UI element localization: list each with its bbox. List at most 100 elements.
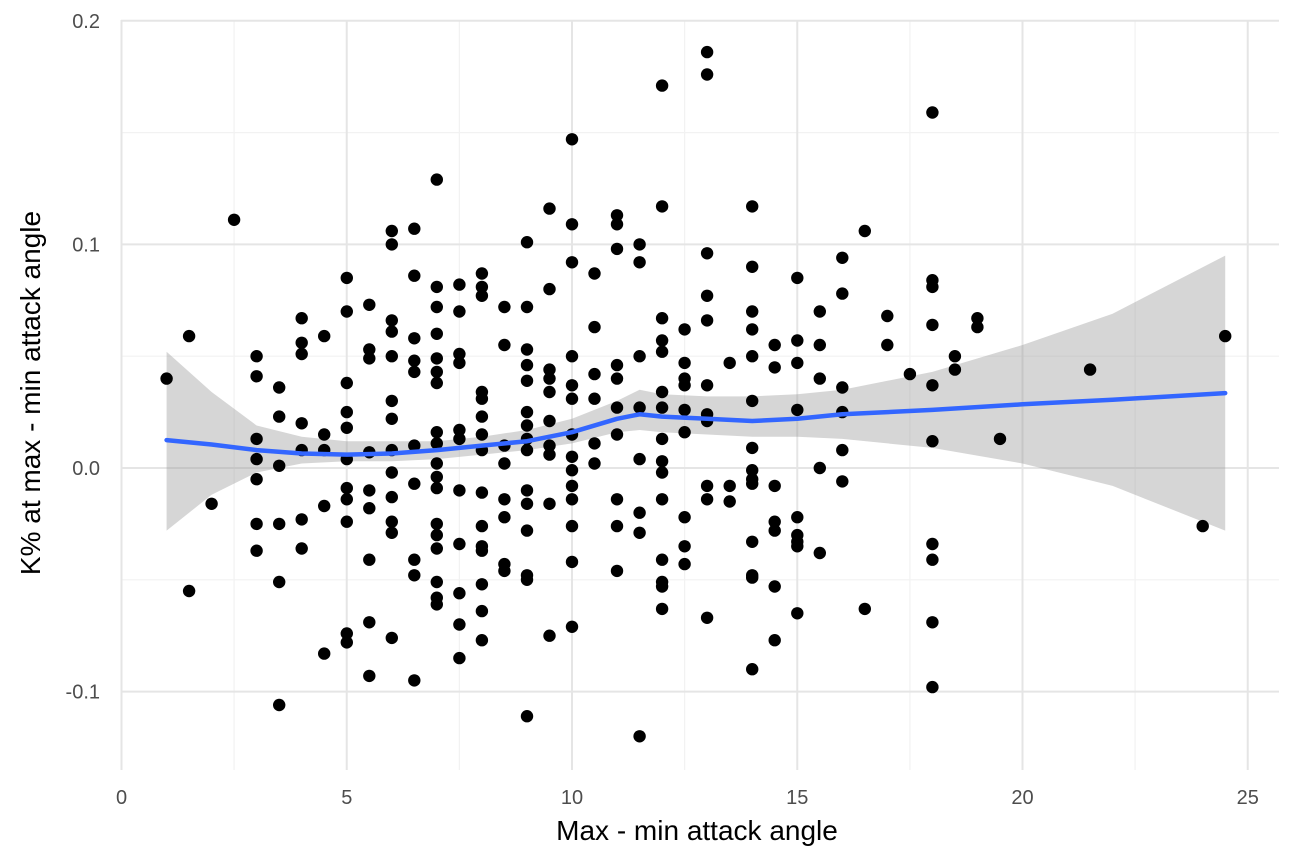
data-point (430, 470, 443, 484)
y-tick-label: 0.1 (72, 234, 100, 256)
data-point (813, 338, 826, 352)
data-point (903, 367, 917, 381)
data-point (295, 336, 308, 349)
data-point (678, 356, 691, 370)
data-point (948, 363, 962, 376)
data-point (408, 477, 421, 490)
data-point (250, 350, 263, 363)
data-point (363, 669, 376, 683)
data-point (408, 332, 421, 345)
data-point (273, 698, 286, 712)
data-point (655, 200, 669, 213)
data-point (498, 457, 511, 470)
data-point (385, 490, 398, 504)
data-point (453, 347, 466, 361)
data-point (610, 493, 624, 506)
data-point (565, 464, 579, 477)
data-point (678, 426, 691, 439)
x-axis-ticks: 0 5 10 15 20 25 (116, 787, 1259, 809)
data-point (430, 598, 443, 611)
data-point (475, 289, 489, 302)
data-point (746, 200, 759, 213)
data-point (565, 620, 579, 633)
data-point (250, 473, 263, 486)
data-point (475, 544, 489, 557)
data-point (836, 251, 849, 264)
data-point (565, 379, 579, 392)
data-point (408, 674, 421, 687)
data-point (836, 287, 849, 300)
data-point (363, 343, 376, 356)
data-point (160, 372, 173, 385)
data-point (543, 385, 556, 399)
data-point (430, 437, 443, 450)
data-point (295, 542, 308, 555)
data-point (993, 432, 1007, 446)
data-point (948, 350, 962, 363)
data-point (813, 372, 826, 385)
data-point (746, 350, 759, 363)
data-point (385, 394, 398, 408)
data-point (768, 361, 781, 374)
data-point (633, 256, 646, 269)
data-point (610, 428, 624, 441)
data-point (340, 405, 353, 419)
data-point (520, 405, 534, 419)
data-point (678, 511, 691, 524)
data-point (700, 493, 714, 506)
data-point (273, 410, 286, 423)
data-point (858, 602, 871, 616)
data-point (227, 213, 241, 226)
data-point (926, 280, 939, 294)
data-point (363, 484, 376, 497)
data-point (633, 506, 646, 519)
data-point (340, 305, 353, 318)
data-point (520, 484, 534, 497)
data-point (678, 557, 691, 571)
data-point (700, 289, 714, 302)
data-point (1083, 363, 1097, 376)
data-point (791, 356, 804, 370)
data-point (453, 432, 466, 446)
data-point (543, 282, 556, 296)
data-point (273, 575, 286, 589)
data-point (1196, 519, 1209, 533)
data-point (318, 428, 331, 441)
data-point (295, 417, 308, 430)
data-point (250, 517, 263, 531)
x-tick-label: 20 (1011, 787, 1033, 809)
data-point (700, 479, 714, 493)
data-point (385, 412, 398, 425)
data-point (588, 457, 601, 470)
y-tick-label: 0.0 (72, 458, 100, 480)
data-point (791, 271, 804, 285)
data-point (746, 441, 759, 455)
data-point (498, 493, 511, 506)
data-point (475, 604, 489, 618)
data-point (273, 459, 286, 472)
data-point (475, 428, 489, 441)
data-point (926, 537, 939, 551)
data-point (633, 350, 646, 363)
data-point (791, 511, 804, 524)
data-point (746, 305, 759, 318)
data-point (723, 356, 736, 370)
data-point (858, 224, 871, 238)
data-point (340, 636, 353, 649)
data-point (610, 372, 624, 385)
data-point (385, 526, 398, 539)
data-point (385, 350, 398, 363)
data-point (836, 475, 849, 488)
data-point (430, 365, 443, 379)
data-point (768, 634, 781, 647)
data-point (881, 309, 894, 323)
data-point (655, 345, 669, 358)
data-point (655, 553, 669, 566)
data-point (633, 730, 646, 743)
data-point (430, 575, 443, 589)
data-point (430, 481, 443, 495)
data-point (475, 280, 489, 294)
data-point (700, 45, 714, 59)
data-point (363, 502, 376, 515)
